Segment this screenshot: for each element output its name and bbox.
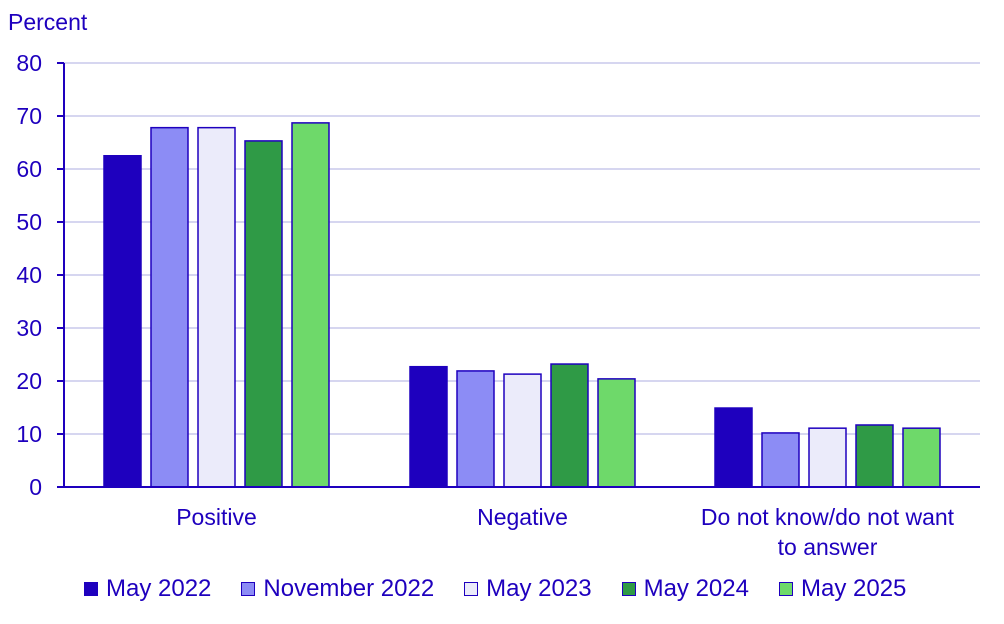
bar-may-2025: [902, 427, 941, 488]
bar-may-2024: [550, 363, 589, 488]
bar-may-2022: [714, 407, 753, 488]
legend-label: May 2023: [486, 575, 592, 602]
legend-label: November 2022: [263, 575, 435, 602]
bar-may-2025: [597, 378, 636, 488]
legend-item: May 2022: [84, 575, 211, 603]
legend-item: May 2024: [621, 575, 749, 603]
y-tick-label: 70: [16, 103, 42, 129]
bar-may-2023: [503, 373, 542, 488]
bar-may-2024: [244, 140, 283, 488]
legend-swatch: [778, 582, 793, 596]
legend-label: May 2022: [106, 575, 212, 602]
y-tick-label: 40: [16, 262, 42, 288]
bar-may-2025: [291, 122, 330, 488]
legend-item: May 2025: [778, 575, 907, 603]
legend-swatch: [621, 582, 636, 596]
bar-may-2022: [409, 365, 448, 488]
bar-november-2022: [150, 126, 189, 488]
legend-label: May 2024: [643, 575, 749, 602]
y-tick-label: 50: [16, 209, 42, 235]
legend-label: May 2025: [800, 575, 907, 602]
y-axis-label: Percent: [8, 9, 88, 35]
bar-november-2022: [761, 432, 800, 488]
legend-swatch: [464, 582, 479, 596]
y-tick-label: 20: [16, 368, 42, 394]
x-category-label: Positive: [176, 504, 257, 530]
legend: May 2022 November 2022 May 2023 May 2024 May…: [84, 575, 936, 603]
bar-may-2023: [197, 126, 236, 488]
legend-item: May 2023: [464, 575, 592, 603]
y-tick-label: 80: [16, 50, 42, 76]
x-category-label: Negative: [477, 504, 568, 530]
y-axis-ticks: 0 10 20 30 40 50 60 70 80: [16, 50, 64, 500]
y-tick-label: 30: [16, 315, 42, 341]
bar-may-2023: [808, 427, 847, 488]
y-tick-label: 10: [16, 421, 42, 447]
bar-may-2024: [855, 424, 894, 488]
legend-item: November 2022: [241, 575, 434, 603]
legend-swatch: [241, 582, 256, 596]
bar-may-2022: [103, 155, 142, 488]
x-category-label: to answer: [778, 534, 878, 560]
x-axis-labels: Positive Negative Do not know/do not want t…: [176, 504, 954, 560]
bars: [103, 122, 941, 488]
legend-swatch: [84, 582, 98, 596]
y-tick-label: 60: [16, 156, 42, 182]
bar-november-2022: [456, 370, 495, 488]
x-category-label: Do not know/do not want: [701, 504, 955, 530]
y-tick-label: 0: [29, 474, 42, 500]
